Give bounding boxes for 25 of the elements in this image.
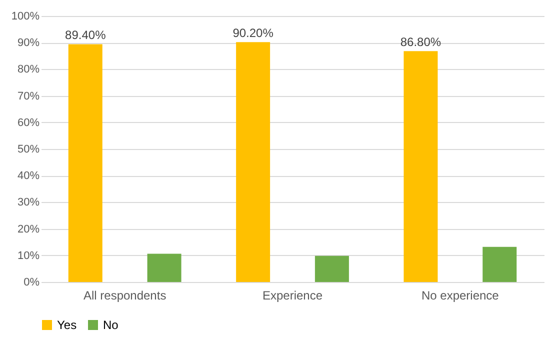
y-tick-label: 80%	[17, 64, 40, 76]
y-tick-label: 70%	[17, 90, 40, 102]
bar	[236, 42, 270, 282]
y-tick-label: 40%	[17, 170, 40, 182]
data-label: 86.80%	[400, 35, 442, 50]
bar	[147, 254, 182, 282]
bar	[482, 246, 517, 282]
x-tick-label: All respondents	[83, 288, 166, 302]
y-tick-label: 10%	[17, 250, 40, 262]
bar	[404, 51, 438, 282]
legend-label: No	[103, 318, 119, 332]
x-tick-label: Experience	[262, 288, 323, 302]
bar	[68, 44, 102, 282]
y-tick-label: 100%	[11, 10, 40, 22]
y-tick-label: 50%	[17, 144, 40, 156]
data-label: 90.20%	[232, 26, 274, 40]
y-tick-label: 30%	[17, 196, 40, 209]
legend-label: Yes	[57, 318, 77, 332]
y-tick-label: 90%	[17, 37, 40, 50]
data-label: 89.40%	[65, 28, 106, 42]
bar	[314, 256, 349, 282]
x-tick-label: No experience	[421, 288, 500, 302]
y-tick-label: 0%	[24, 276, 40, 288]
y-tick-label: 60%	[17, 116, 40, 129]
y-tick-label: 20%	[17, 223, 40, 236]
